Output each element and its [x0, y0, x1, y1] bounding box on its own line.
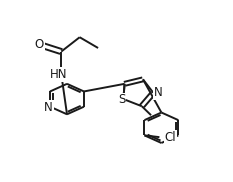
Text: N: N	[154, 86, 162, 99]
Text: S: S	[118, 94, 125, 106]
Text: N: N	[44, 101, 53, 114]
Text: Cl: Cl	[164, 131, 176, 144]
Text: O: O	[35, 38, 44, 51]
Text: HN: HN	[50, 68, 68, 81]
